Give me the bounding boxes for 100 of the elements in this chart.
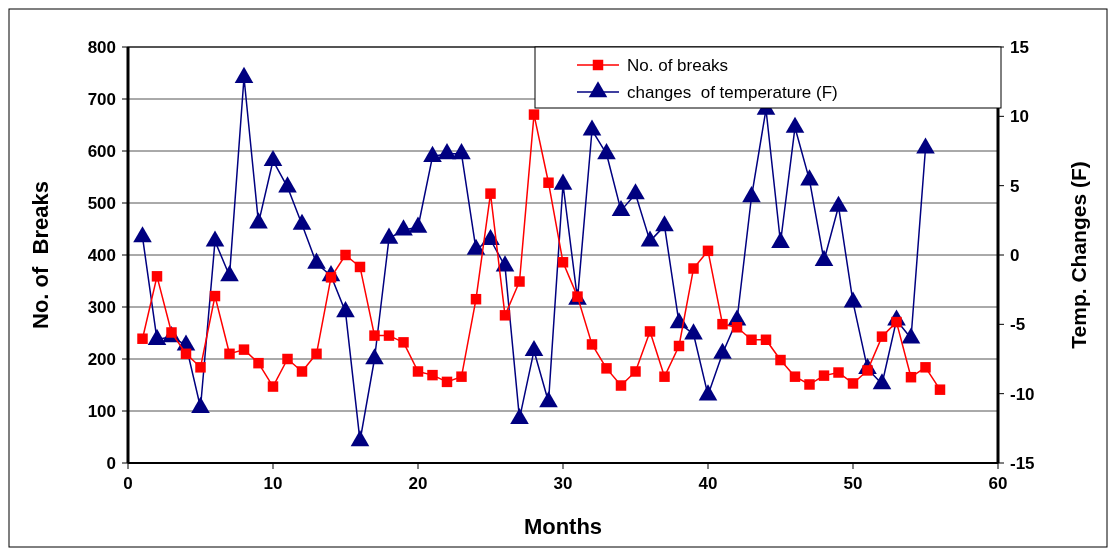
y2-tick-label: -15 [1010,453,1035,473]
point [510,407,529,424]
point [615,380,627,391]
point [916,137,935,154]
point [876,331,888,342]
point [336,301,355,318]
point [789,371,801,382]
point [528,109,540,120]
point [804,379,815,390]
point [597,143,616,160]
y-tick-label: 800 [87,37,116,57]
point [307,252,326,269]
point [466,238,486,255]
point [220,265,239,282]
point [191,396,210,413]
point [543,177,554,188]
point [684,323,703,340]
point [818,370,830,381]
y-tick-label: 400 [87,245,116,265]
point [495,255,515,272]
point [760,334,772,345]
point [702,245,714,257]
point [350,430,370,447]
x-tick-label: 40 [698,474,718,493]
y2-tick-label: -5 [1010,315,1026,335]
x-tick-label: 30 [553,474,573,493]
legend-label: No. of breaks [627,55,729,75]
point [771,231,790,248]
point [394,219,413,236]
point [611,199,631,216]
point [901,327,921,344]
point [267,381,279,392]
point [205,230,225,247]
point [234,66,254,83]
point [557,257,569,268]
point [137,333,148,344]
point [731,322,743,333]
y2-tick-label: 15 [1010,37,1029,57]
x-tick-label: 50 [843,474,863,493]
point [296,366,308,377]
y2-tick-label: 5 [1010,176,1020,196]
x-axis-title: Months [523,514,603,539]
point [640,230,660,247]
point [644,326,656,337]
point [369,330,380,341]
point [224,348,235,360]
point [278,176,297,193]
point [423,145,442,162]
point [398,337,409,348]
point [934,384,946,395]
point [470,293,482,305]
point [195,362,206,373]
point [441,376,453,388]
point [698,384,718,401]
point [688,263,699,274]
point [340,249,351,261]
point [673,340,685,352]
x-tick-label: 20 [408,474,428,493]
point [379,227,399,244]
point [785,116,805,133]
point [920,362,931,373]
y-tick-label: 600 [87,141,116,161]
point [553,173,573,190]
point [847,378,859,389]
point [365,348,384,365]
point [499,310,511,321]
point [746,334,757,345]
point [408,216,428,233]
point [582,119,602,136]
point [151,271,163,282]
y-tick-label: 500 [87,193,116,213]
point [630,366,641,377]
point [437,143,457,160]
point [655,215,674,232]
x-tick-label: 10 [263,474,283,493]
point [601,363,612,374]
point [180,348,192,360]
point [524,339,544,357]
point [843,291,863,308]
point [311,348,322,360]
point [133,226,152,243]
legend-label: changes of temperature (F) [627,82,838,102]
y2-axis-title: Temp. Changes (F) [1067,161,1090,349]
point [238,344,250,355]
y-tick-label: 700 [87,89,116,109]
y2-tick-label: 0 [1010,245,1020,265]
point [147,328,167,345]
point [292,213,312,230]
point [456,371,467,382]
point [427,369,438,381]
point [713,342,732,359]
point [626,183,645,200]
y-tick-label: 200 [87,349,116,369]
y2-tick-label: 10 [1010,107,1029,127]
point [452,143,471,160]
point [800,169,819,186]
point [383,330,395,341]
y-tick-label: 300 [87,297,116,317]
point [586,339,598,350]
point [263,149,283,167]
